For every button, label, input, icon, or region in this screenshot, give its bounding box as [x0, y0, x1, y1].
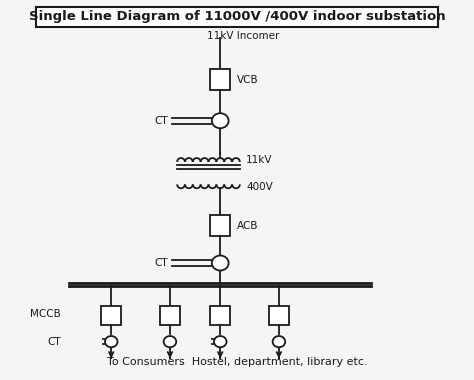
Text: CT: CT	[154, 116, 168, 126]
Circle shape	[214, 336, 227, 347]
Text: MCCB: MCCB	[30, 309, 61, 318]
Bar	[36, 6, 438, 27]
Circle shape	[164, 336, 176, 347]
Circle shape	[105, 336, 118, 347]
Circle shape	[212, 255, 228, 271]
Text: CT: CT	[47, 337, 61, 347]
Bar	[160, 306, 180, 325]
Text: ACB: ACB	[237, 220, 258, 231]
Text: VCB: VCB	[237, 74, 258, 84]
Text: CT: CT	[154, 258, 168, 268]
Circle shape	[273, 336, 285, 347]
Bar	[269, 306, 289, 325]
Text: To Consumers  Hostel, department, library etc.: To Consumers Hostel, department, library…	[107, 357, 367, 367]
Text: 400V: 400V	[246, 182, 273, 192]
Bar	[210, 306, 230, 325]
Circle shape	[212, 113, 228, 128]
Bar	[101, 306, 121, 325]
Bar	[210, 69, 230, 90]
Text: 11kV Incomer: 11kV Incomer	[207, 31, 280, 41]
Text: 11kV: 11kV	[246, 155, 273, 165]
Text: Single Line Diagram of 11000V /400V indoor substation: Single Line Diagram of 11000V /400V indo…	[29, 10, 445, 23]
Bar	[210, 215, 230, 236]
